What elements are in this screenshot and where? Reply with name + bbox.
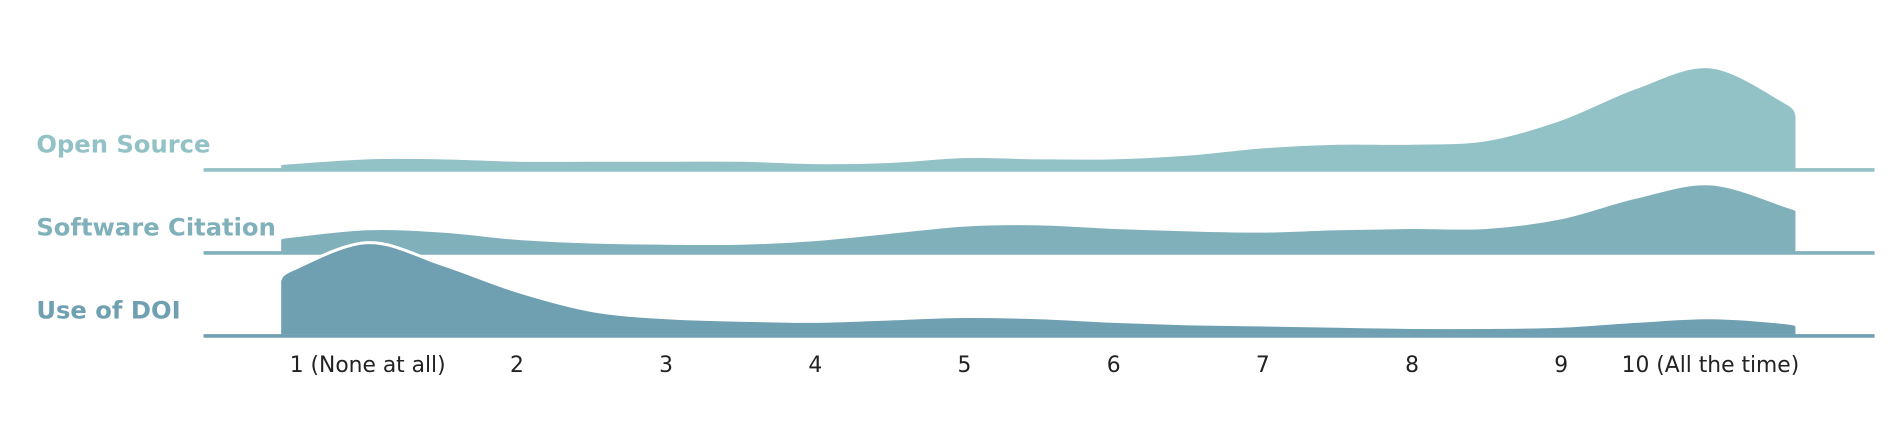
x-tick-label: 1 (None at all) (290, 353, 446, 378)
x-tick-label: 3 (659, 353, 673, 378)
x-tick-label: 8 (1405, 353, 1419, 378)
row-label: Open Source (36, 131, 210, 159)
x-tick-label: 7 (1256, 353, 1270, 378)
x-tick-label: 6 (1107, 353, 1121, 378)
ridge-area (278, 65, 1799, 172)
row-label: Software Citation (36, 214, 275, 242)
x-tick-label: 9 (1554, 353, 1568, 378)
ridge-area (278, 182, 1799, 255)
row-label: Use of DOI (36, 297, 180, 325)
ridge-area (278, 241, 1799, 338)
x-tick-label: 5 (958, 353, 972, 378)
x-tick-label: 4 (808, 353, 822, 378)
x-tick-label: 2 (510, 353, 524, 378)
x-tick-label: 10 (All the time) (1622, 353, 1800, 378)
